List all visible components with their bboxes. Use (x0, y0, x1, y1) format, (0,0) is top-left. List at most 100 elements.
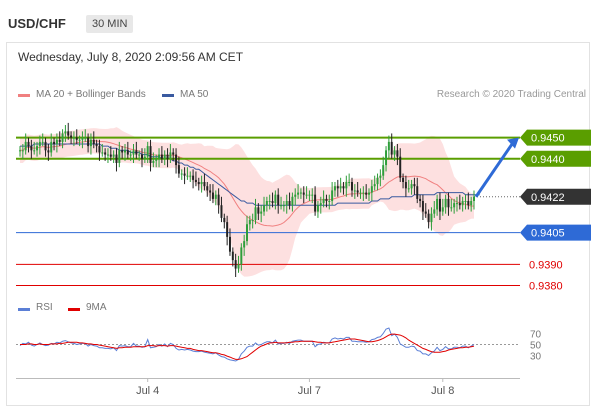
symbol-label: USD/CHF (8, 16, 66, 31)
level-label-box (520, 150, 591, 167)
ma50-legend-label: MA 50 (180, 89, 209, 100)
ma9-legend-label: 9MA (86, 302, 107, 313)
candle-body (192, 175, 195, 180)
candle-body (407, 188, 410, 190)
candle-body (106, 154, 109, 156)
rsi-tick-label: 30 (530, 352, 542, 363)
candle-body (217, 194, 220, 206)
candle-body (95, 144, 98, 147)
candle-body (169, 152, 172, 159)
candle-body (291, 196, 294, 206)
candle-body (424, 211, 427, 214)
candle-body (251, 220, 254, 221)
candle-body (36, 146, 39, 151)
candle-body (302, 192, 305, 195)
candle-body (447, 198, 450, 208)
candle-body (160, 154, 163, 159)
candle-body (263, 205, 266, 212)
candle-body (393, 150, 396, 155)
candle-body (322, 198, 325, 204)
candle-body (277, 194, 280, 206)
candle-body (319, 203, 322, 206)
candle-body (461, 201, 464, 206)
ma20-legend-swatch (18, 94, 30, 97)
rsi-tick-label: 50 (530, 341, 542, 352)
candle-body (101, 152, 104, 154)
candle-body (305, 194, 308, 196)
x-axis-line (16, 378, 520, 379)
candle-body (41, 141, 44, 143)
credit-text: Research © 2020 Trading Central (436, 89, 586, 100)
candle-body (404, 182, 407, 189)
candle-body (152, 160, 155, 163)
candle-body (175, 154, 178, 166)
candle-body (234, 260, 237, 269)
candle-body (282, 205, 285, 207)
candle-body (345, 182, 348, 189)
candle-body (336, 186, 339, 189)
candle-body (197, 182, 200, 185)
candle-body (50, 141, 53, 153)
level-label-box (520, 224, 591, 241)
candle-body (257, 207, 260, 214)
candle-body (265, 201, 268, 206)
candle-body (194, 179, 197, 182)
rsi-line (19, 327, 475, 362)
candle-body (78, 139, 81, 141)
candle-body (214, 194, 217, 199)
candle-body (84, 137, 87, 139)
candle-body (98, 146, 101, 153)
candle-body (396, 150, 399, 157)
candle-body (246, 224, 248, 242)
candle-body (294, 194, 297, 197)
candle-body (399, 156, 402, 178)
candle-body (331, 190, 334, 201)
chart-panel (6, 42, 590, 406)
candle-body (72, 137, 75, 139)
x-tick-label: Jul 4 (136, 385, 159, 397)
candle-body (433, 209, 436, 214)
candle-body (328, 201, 331, 202)
candle-body (61, 133, 64, 142)
candle-body (141, 154, 144, 159)
candle-body (379, 175, 382, 178)
candle-body (163, 154, 166, 159)
ma50-legend-swatch (162, 94, 174, 97)
candle-body (177, 165, 180, 174)
candle-body (359, 192, 362, 194)
candle-body (203, 182, 206, 187)
candle-body (33, 150, 36, 152)
candle-body (373, 184, 376, 187)
candle-body (427, 213, 430, 223)
candle-body (206, 186, 209, 191)
candle-body (143, 156, 146, 159)
candle-body (308, 194, 311, 196)
candle-body (158, 154, 161, 159)
level-label: 0.9390 (529, 259, 563, 271)
candle-body (115, 154, 118, 163)
rsi-legend-swatch (18, 308, 30, 311)
candle-body (21, 150, 24, 152)
candle-body (112, 154, 115, 157)
candle-body (231, 251, 234, 261)
candle-body (297, 192, 300, 195)
candle-body (155, 158, 158, 161)
candle-body (64, 131, 67, 134)
candle-body (220, 205, 223, 218)
candle-body (348, 182, 351, 183)
candle-body (430, 213, 433, 223)
candle-body (402, 177, 405, 182)
candle-body (280, 205, 283, 207)
timeframe-button[interactable]: 30 MIN (86, 15, 134, 33)
candle-body (268, 201, 271, 202)
candle-body (333, 186, 336, 191)
ma9-line (20, 333, 475, 360)
rsi-tick-label: 70 (530, 330, 542, 341)
candle-body (146, 146, 149, 157)
candle-body (350, 182, 353, 191)
candle-body (254, 207, 257, 220)
candle-body (467, 201, 470, 206)
level-label: 0.9380 (529, 280, 563, 292)
candle-body (166, 154, 169, 159)
